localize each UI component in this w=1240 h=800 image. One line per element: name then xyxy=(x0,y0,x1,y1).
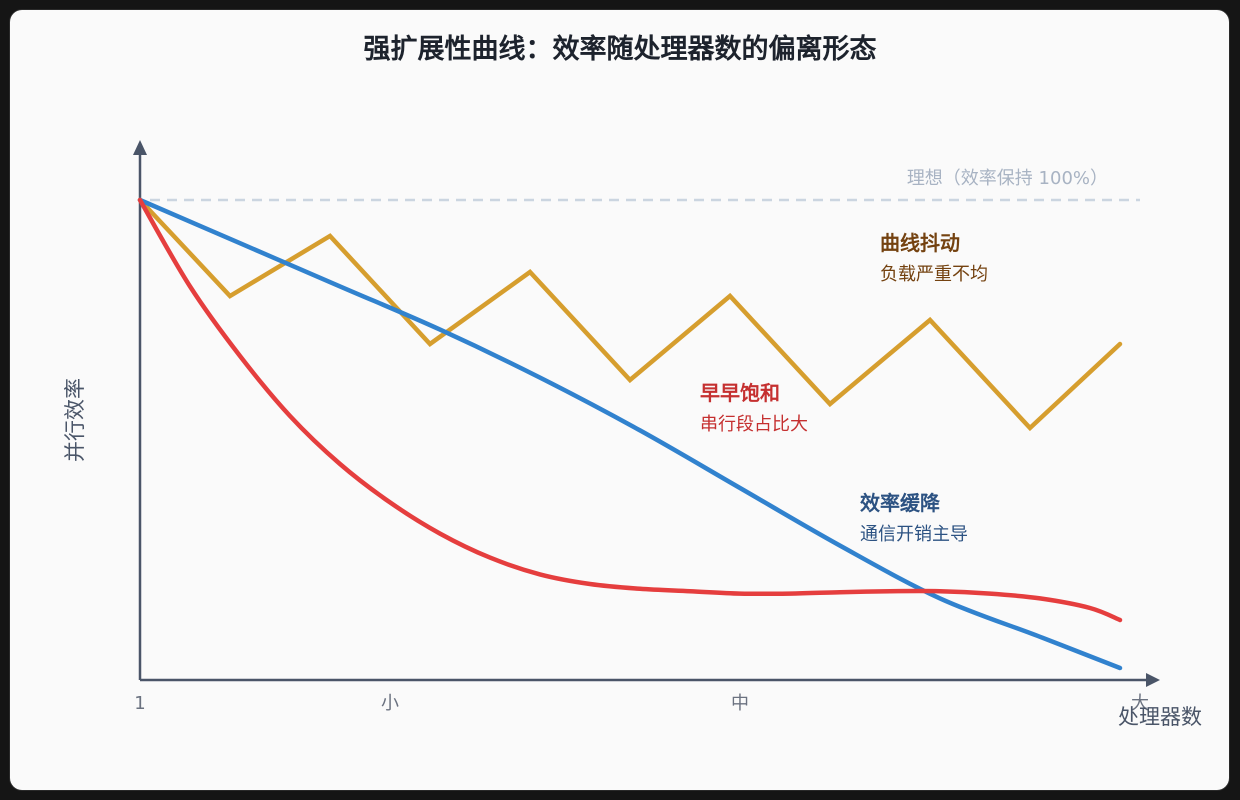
chart-title: 强扩展性曲线：效率随处理器数的偏离形态 xyxy=(364,33,877,65)
y-axis-arrow xyxy=(133,140,147,155)
x-tick-label: 1 xyxy=(134,693,145,714)
ideal-label: 理想（效率保持 100%） xyxy=(907,168,1108,189)
x-axis-label: 处理器数 xyxy=(1118,705,1202,729)
annotation-jitter-subtitle: 负载严重不均 xyxy=(880,264,988,285)
annotation-jitter-title: 曲线抖动 xyxy=(880,231,960,255)
x-axis-arrow xyxy=(1146,673,1160,687)
annotation-saturate-title: 早早饱和 xyxy=(700,381,780,405)
series-gradual-line xyxy=(137,197,1123,671)
series-jitter-line xyxy=(137,197,1123,432)
annotation-gradual-subtitle: 通信开销主导 xyxy=(860,524,968,545)
y-axis-label: 并行效率 xyxy=(63,378,87,462)
x-tick-label: 大 xyxy=(1131,693,1149,714)
axes: 1 小 中 大 xyxy=(133,140,1160,714)
chart-card: 强扩展性曲线：效率随处理器数的偏离形态 1 小 中 大 理想（效率保持 100%） 曲… xyxy=(10,10,1229,790)
chart-svg: 强扩展性曲线：效率随处理器数的偏离形态 1 小 中 大 理想（效率保持 100%） 曲… xyxy=(63,33,1202,729)
annotation-gradual-title: 效率缓降 xyxy=(860,491,941,515)
series-layer xyxy=(137,197,1123,671)
x-tick-label: 小 xyxy=(381,693,399,714)
series-saturate-line xyxy=(137,197,1123,623)
annotation-saturate-subtitle: 串行段占比大 xyxy=(700,414,808,435)
ideal-layer: 理想（效率保持 100%） xyxy=(150,168,1140,202)
x-tick-label: 中 xyxy=(731,693,749,714)
